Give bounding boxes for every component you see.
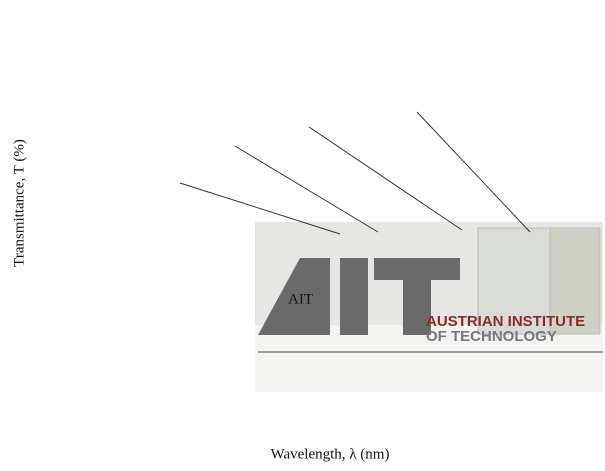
logo-text: AIT bbox=[288, 291, 313, 307]
institute-name: AUSTRIAN INSTITUTE bbox=[426, 313, 585, 330]
institute-name: OF TECHNOLOGY bbox=[426, 328, 557, 345]
glass-sample bbox=[477, 227, 551, 335]
logo-shape bbox=[403, 258, 431, 335]
ruler bbox=[255, 325, 603, 392]
x-axis-label: Wavelength, λ (nm) bbox=[271, 446, 390, 462]
logo-shape bbox=[340, 258, 368, 335]
y-axis-label: Transmittance, T (%) bbox=[11, 139, 27, 267]
arrow bbox=[308, 126, 463, 231]
logo-shape bbox=[258, 258, 330, 335]
arrow bbox=[179, 182, 341, 235]
inset-photo: AIT AUSTRIAN INSTITUTE OF TECHNOLOGY bbox=[255, 222, 603, 392]
arrow bbox=[234, 145, 379, 233]
glass-sample bbox=[549, 227, 601, 335]
annotations bbox=[179, 111, 531, 235]
arrow bbox=[416, 111, 531, 233]
